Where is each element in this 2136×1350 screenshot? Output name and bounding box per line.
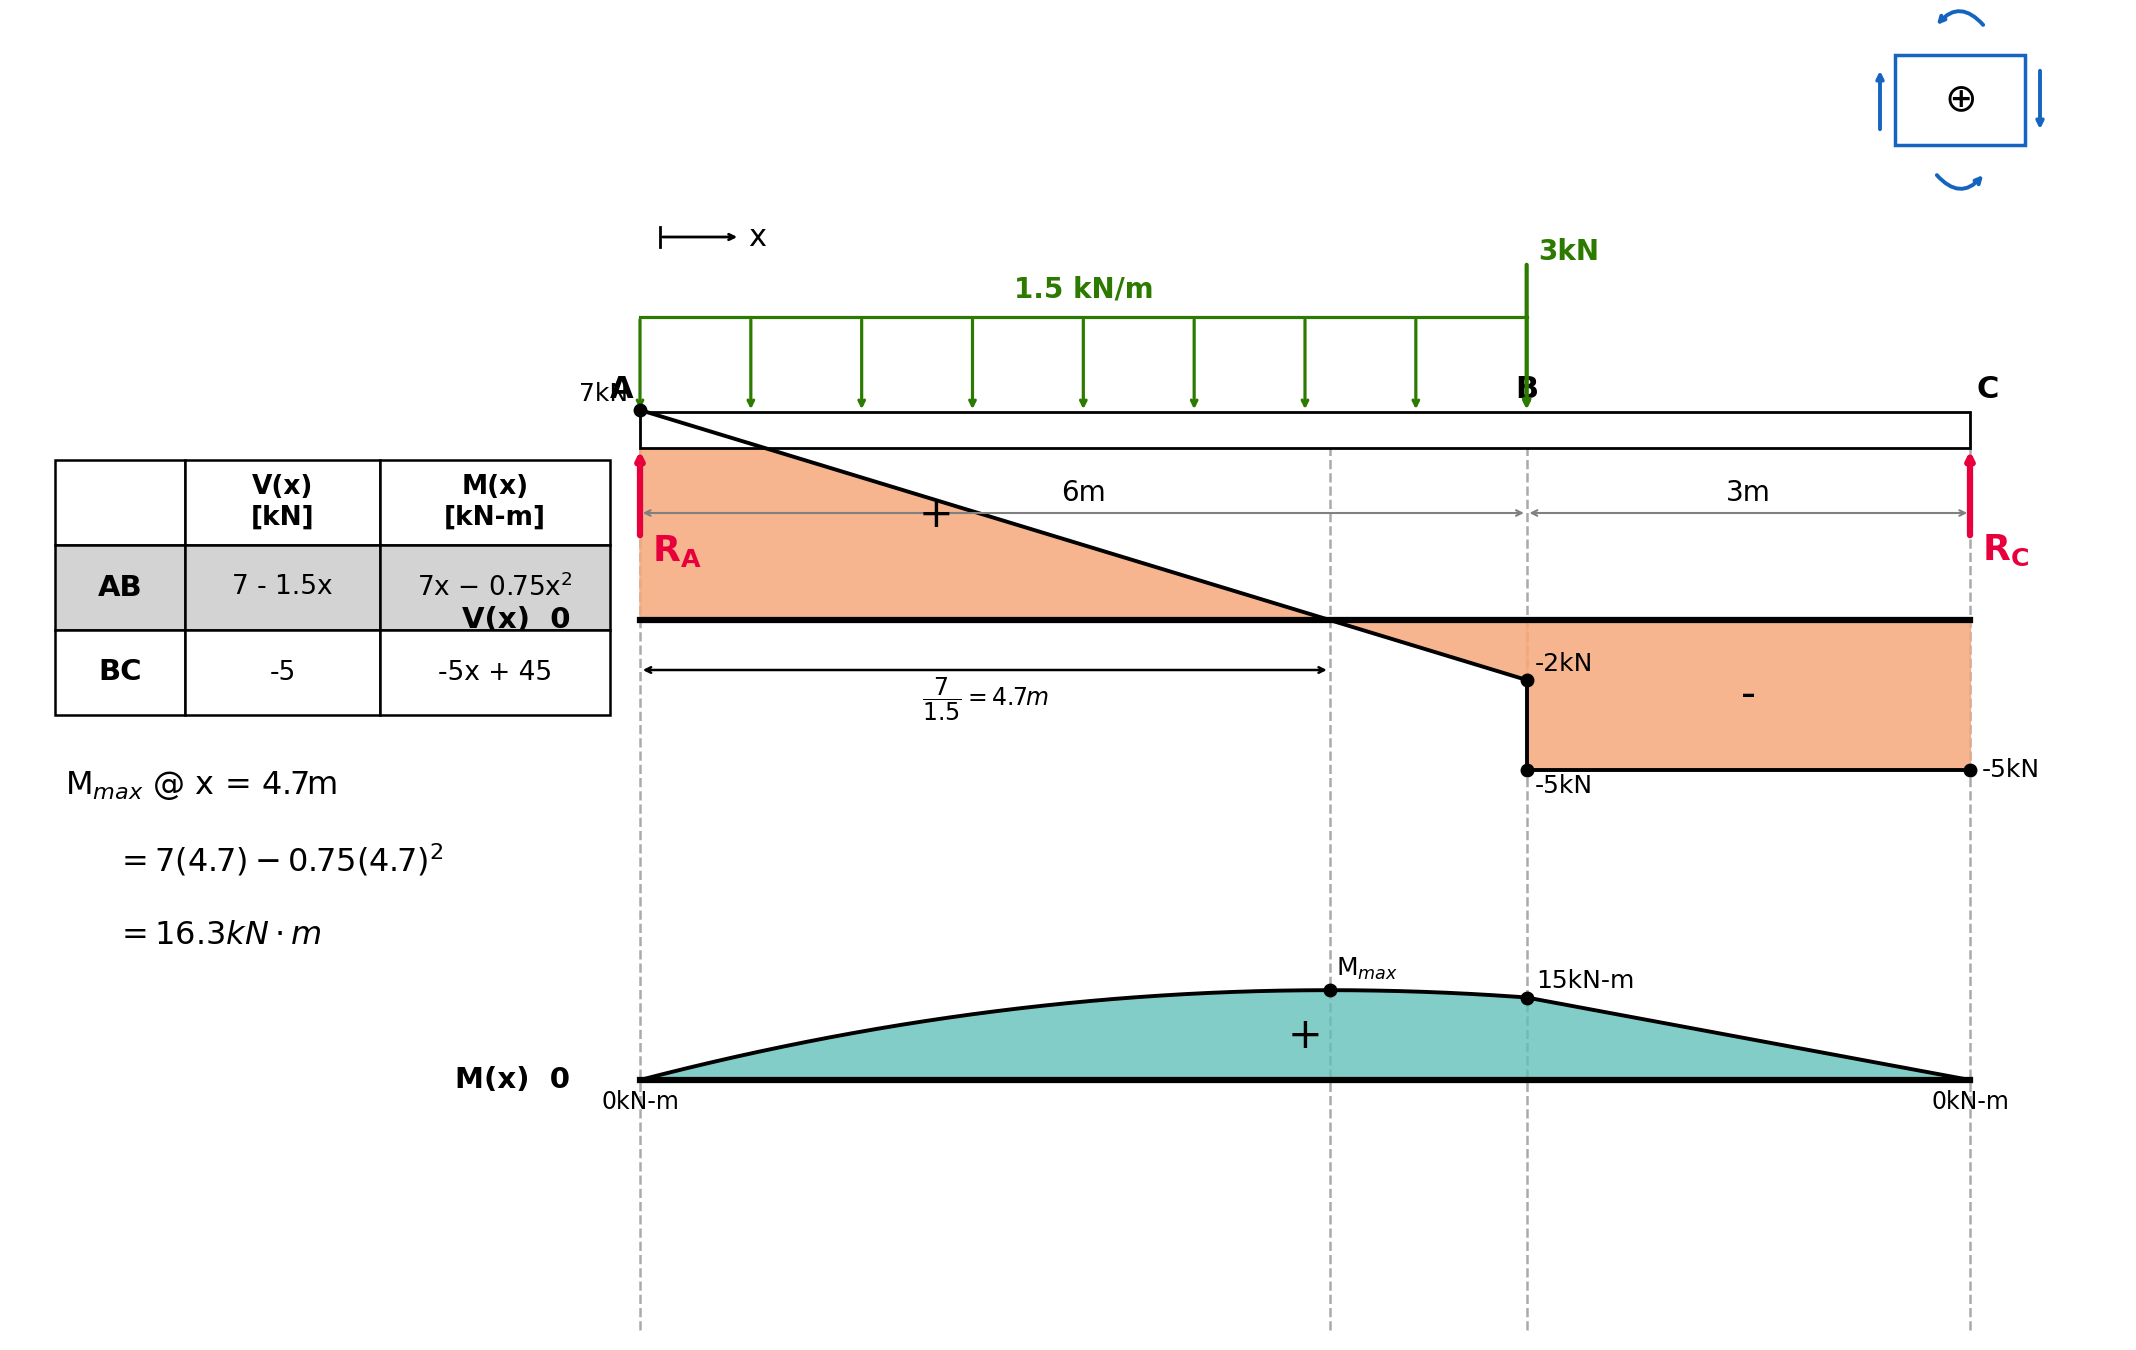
- Text: 1.5 kN/m: 1.5 kN/m: [1012, 275, 1153, 302]
- Text: 15kN-m: 15kN-m: [1536, 969, 1634, 994]
- Bar: [56, 545, 186, 630]
- Text: M(x)
[kN-m]: M(x) [kN-m]: [444, 474, 547, 531]
- Text: M$_{max}$: M$_{max}$: [1335, 956, 1397, 983]
- Bar: [186, 630, 380, 716]
- Polygon shape: [1527, 620, 1969, 769]
- Text: V(x)
[kN]: V(x) [kN]: [250, 474, 314, 531]
- Bar: [380, 460, 611, 545]
- Bar: [186, 545, 380, 630]
- Text: +: +: [1288, 1015, 1322, 1057]
- Bar: [1895, 55, 2025, 144]
- Text: 3m: 3m: [1726, 479, 1771, 508]
- Polygon shape: [1329, 620, 1527, 680]
- Text: C: C: [1976, 375, 1999, 404]
- Text: 0kN-m: 0kN-m: [1931, 1089, 2010, 1114]
- Text: 0kN-m: 0kN-m: [600, 1089, 679, 1114]
- Text: V(x)  0: V(x) 0: [461, 606, 570, 634]
- Text: -5: -5: [269, 660, 295, 686]
- Text: $= 16.3kN \cdot m$: $= 16.3kN \cdot m$: [115, 919, 323, 950]
- Text: x: x: [748, 223, 767, 251]
- Text: M(x)  0: M(x) 0: [455, 1066, 570, 1094]
- Text: M$_{max}$ @ x = 4.7m: M$_{max}$ @ x = 4.7m: [64, 768, 337, 802]
- Text: -2kN: -2kN: [1534, 652, 1593, 676]
- Text: $\oplus$: $\oplus$: [1944, 81, 1976, 119]
- Bar: [380, 630, 611, 716]
- Polygon shape: [641, 410, 1329, 620]
- Bar: [56, 630, 186, 716]
- Text: 7 - 1.5x: 7 - 1.5x: [233, 575, 333, 601]
- Text: $\dfrac{7}{1.5}=4.7m$: $\dfrac{7}{1.5}=4.7m$: [921, 676, 1049, 724]
- Text: $= 7(4.7) - 0.75(4.7)^2$: $= 7(4.7) - 0.75(4.7)^2$: [115, 841, 444, 879]
- Text: 3kN: 3kN: [1538, 238, 1600, 266]
- Text: B: B: [1514, 375, 1538, 404]
- Text: +: +: [918, 494, 953, 536]
- Bar: [380, 545, 611, 630]
- Text: A: A: [611, 375, 634, 404]
- Bar: [56, 460, 186, 545]
- Text: 6m: 6m: [1062, 479, 1106, 508]
- Text: -5kN: -5kN: [1982, 757, 2040, 782]
- Text: -5kN: -5kN: [1534, 774, 1593, 798]
- Text: BC: BC: [98, 659, 141, 687]
- Text: 7kN: 7kN: [579, 382, 628, 406]
- Text: $\mathbf{R_C}$: $\mathbf{R_C}$: [1982, 533, 2029, 568]
- Text: 7x $-$ 0.75x$^2$: 7x $-$ 0.75x$^2$: [417, 574, 572, 602]
- Bar: [641, 412, 1969, 448]
- Text: -5x + 45: -5x + 45: [438, 660, 551, 686]
- Text: $\mathbf{R_A}$: $\mathbf{R_A}$: [651, 533, 701, 568]
- Text: AB: AB: [98, 574, 143, 602]
- Polygon shape: [641, 990, 1969, 1080]
- Text: -: -: [1741, 674, 1756, 716]
- Bar: [186, 460, 380, 545]
